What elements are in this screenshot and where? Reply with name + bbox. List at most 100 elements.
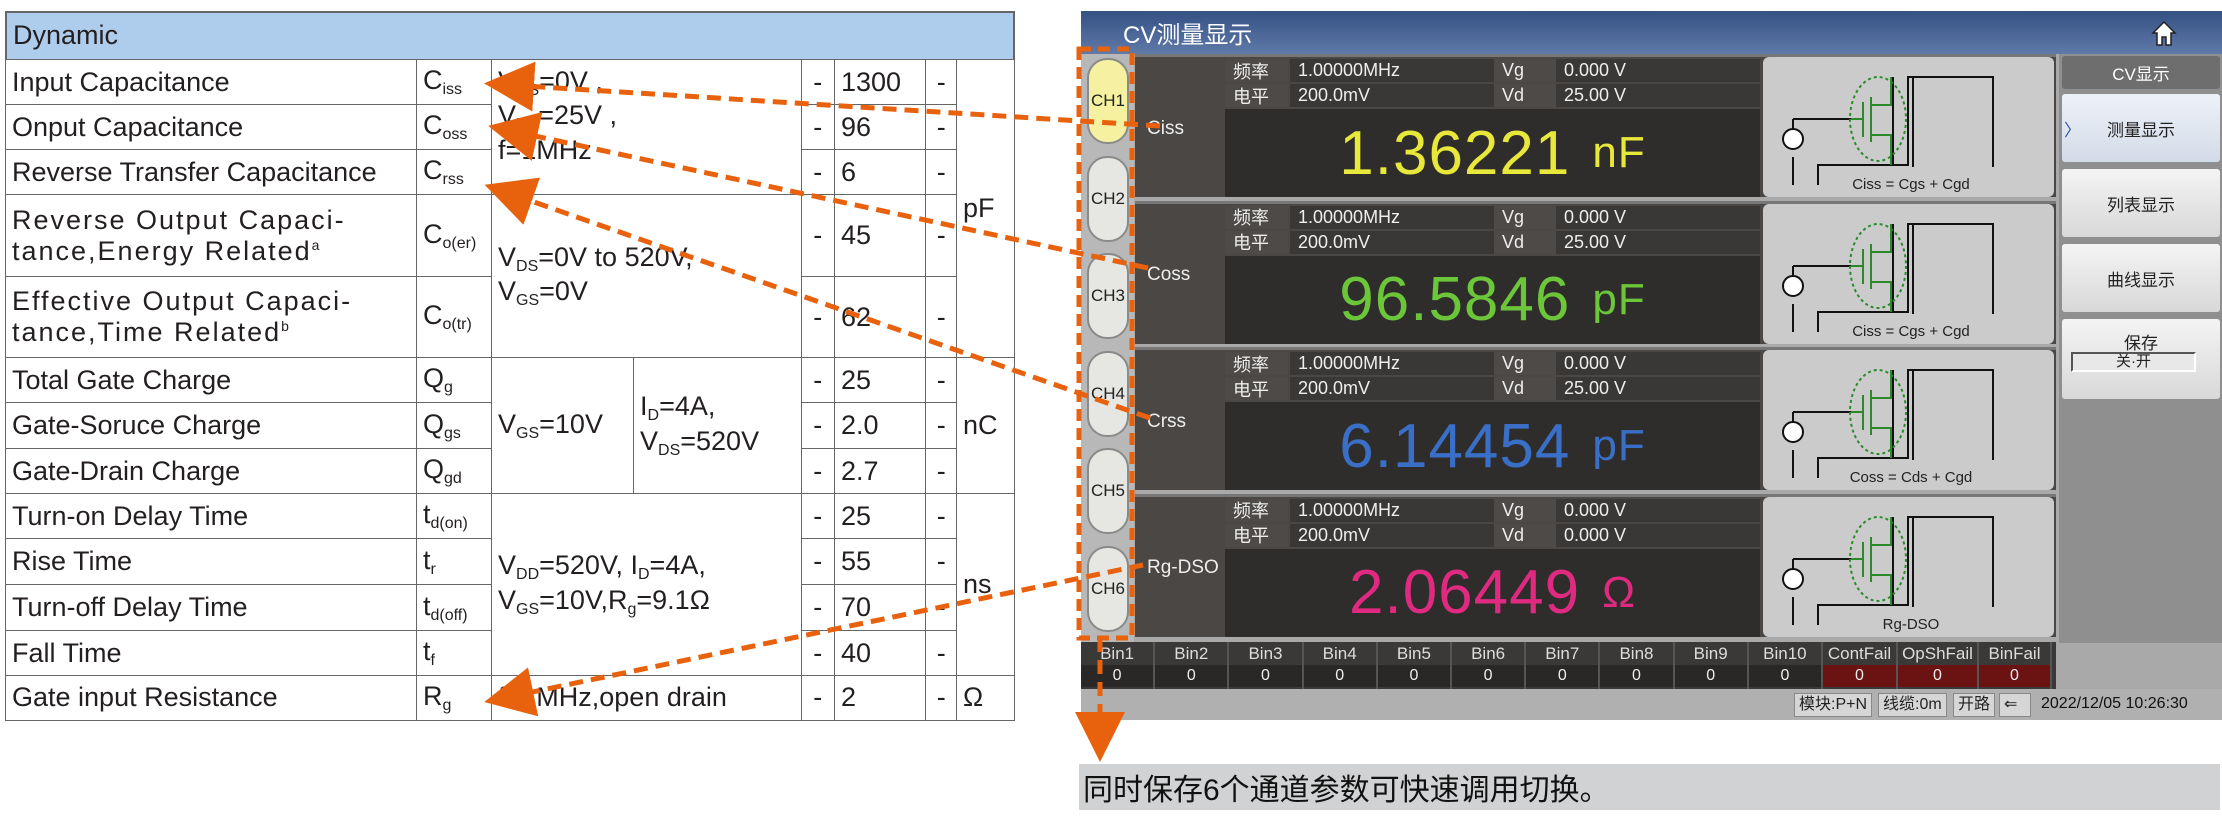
measurement-value: 6.14454 pF xyxy=(1225,402,1760,490)
value-number: 96.5846 xyxy=(1339,265,1571,334)
measurement-row: Coss 频率 1.00000MHz Vg 0.000 V 电平 200.0mV… xyxy=(1135,200,2056,344)
param-typ: 96 xyxy=(834,104,927,151)
channel-button-ch3[interactable]: CH3 xyxy=(1087,253,1129,339)
param-symbol: Rg xyxy=(416,675,493,721)
channel-column: CH1 CH2 CH3 CH4 CH5 CH6 xyxy=(1081,54,1134,643)
param-name: Onput Capacitance xyxy=(5,104,418,151)
value-number: 6.14454 xyxy=(1339,411,1571,481)
circuit-diagram: Rg-DSO xyxy=(1782,515,1994,633)
param-min: - xyxy=(800,630,836,677)
param-typ: 6 xyxy=(834,149,927,196)
bin-count: 0 xyxy=(1979,665,2050,687)
sidebar-button[interactable]: 〉 测量显示 xyxy=(2062,94,2220,162)
bin-name: Bin2 xyxy=(1174,644,1209,663)
bin-name: Bin1 xyxy=(1100,644,1135,663)
channel-button-ch1[interactable]: CH1 xyxy=(1087,58,1129,144)
param-max: - xyxy=(925,584,958,632)
circuit-panel: Coss = Cds + Cgd xyxy=(1763,350,2054,490)
param-max: - xyxy=(925,448,958,495)
circuit-diagram: Coss = Cds + Cgd xyxy=(1782,369,1994,486)
param-max: - xyxy=(925,675,958,721)
vd-label: Vd xyxy=(1494,230,1556,254)
bin-count: 0 xyxy=(1823,665,1896,687)
param-min: - xyxy=(800,149,836,196)
param-min: - xyxy=(800,276,836,359)
bin-name: Bin8 xyxy=(1619,644,1654,663)
channel-button-ch6[interactable]: CH6 xyxy=(1087,545,1129,632)
param-typ: 70 xyxy=(834,584,927,632)
bin-count: 0 xyxy=(1600,665,1673,687)
bin-bin7: Bin7 0 xyxy=(1526,642,1601,689)
unit-pf: pF xyxy=(956,59,1015,359)
bin-count: 0 xyxy=(1229,665,1302,687)
param-min: - xyxy=(800,584,836,632)
param-typ: 2 xyxy=(834,675,927,721)
param-min: - xyxy=(800,493,836,540)
param-label: Coss xyxy=(1147,264,1191,285)
param-symbol: td(on) xyxy=(416,493,493,540)
freq-value: 1.00000MHz xyxy=(1290,59,1494,82)
param-max: - xyxy=(925,194,958,278)
vg-label: Vg xyxy=(1494,59,1556,82)
param-label: Ciss xyxy=(1147,117,1184,139)
bin-count: 0 xyxy=(1081,665,1154,687)
bin-count: 0 xyxy=(1674,665,1747,687)
param-name: Gate-Drain Charge xyxy=(5,448,418,495)
bin-count: 0 xyxy=(1155,665,1228,687)
circuit-panel: Ciss = Cgs + Cgd xyxy=(1763,57,2054,197)
param-name: Reverse Output Capaci-tance,Energy Relat… xyxy=(5,194,418,278)
param-name: Input Capacitance xyxy=(5,59,418,106)
channel-button-ch4[interactable]: CH4 xyxy=(1087,350,1129,437)
screen-title: CV测量显示 xyxy=(1123,22,1253,49)
param-symbol: tr xyxy=(416,538,493,586)
param-max: - xyxy=(925,402,958,450)
sidebar-button[interactable]: 曲线显示 xyxy=(2062,244,2220,312)
vd-value: 0.000 V xyxy=(1556,523,1760,547)
sidebar-button-label: 曲线显示 xyxy=(2107,270,2175,290)
circuit-formula: Ciss = Cgs + Cgd xyxy=(1852,176,1970,193)
bin-count: 0 xyxy=(1898,665,1977,687)
freq-value: 1.00000MHz xyxy=(1290,205,1494,229)
channel-button-ch5[interactable]: CH5 xyxy=(1087,448,1129,534)
bin-bin6: Bin6 0 xyxy=(1452,642,1527,689)
param-min: - xyxy=(800,59,836,106)
param-min: - xyxy=(800,675,836,721)
vg-value: 0.000 V xyxy=(1556,352,1760,375)
condition-charge: ID=4A, VDS=520V xyxy=(633,357,802,495)
freq-value: 1.00000MHz xyxy=(1290,352,1494,375)
sidebar-button[interactable]: 列表显示 xyxy=(2062,169,2220,237)
datetime: 2022/12/05 10:26:30 xyxy=(2041,695,2188,712)
bin-bin10: Bin10 0 xyxy=(1748,642,1823,689)
circuit-panel: Rg-DSO xyxy=(1763,496,2054,637)
param-typ: 2.0 xyxy=(834,402,927,450)
bin-count: 0 xyxy=(1377,665,1450,687)
vd-value: 25.00 V xyxy=(1556,377,1760,400)
param-name: Gate input Resistance xyxy=(5,675,418,721)
param-symbol: Qgs xyxy=(416,402,493,450)
home-icon[interactable] xyxy=(2150,19,2178,47)
unit-ns: ns xyxy=(956,493,1015,677)
measurement-value: 1.36221 nF xyxy=(1225,109,1760,197)
param-typ: 45 xyxy=(834,194,927,278)
condition-output-capacitance: VDS=0V to 520V, VGS=0V xyxy=(491,194,802,359)
bin-name: Bin7 xyxy=(1545,644,1580,663)
param-max: - xyxy=(925,538,958,586)
bin-bin8: Bin8 0 xyxy=(1600,642,1675,689)
param-min: - xyxy=(800,104,836,151)
param-min: - xyxy=(800,538,836,586)
save-toggle[interactable]: 关·开 xyxy=(2071,352,2196,372)
bin-bin9: Bin9 0 xyxy=(1674,642,1749,689)
channel-button-ch2[interactable]: CH2 xyxy=(1087,155,1129,242)
param-typ: 40 xyxy=(834,630,927,677)
sidebar-button-label: 列表显示 xyxy=(2107,195,2175,215)
level-value: 200.0mV xyxy=(1290,523,1494,547)
bin-bin2: Bin2 0 xyxy=(1155,642,1230,689)
param-name: Total Gate Charge xyxy=(5,357,418,404)
caption: 同时保存6个通道参数可快速调用切换。 xyxy=(1079,764,2220,810)
measurement-row: Rg-DSO 频率 1.00000MHz Vg 0.000 V 电平 200.0… xyxy=(1135,493,2056,637)
measurement-row: Crss 频率 1.00000MHz Vg 0.000 V 电平 200.0mV… xyxy=(1135,347,2056,490)
param-symbol: Crss xyxy=(416,149,493,196)
bin-count: 0 xyxy=(1303,665,1376,687)
vd-value: 25.00 V xyxy=(1556,230,1760,254)
param-name: Rise Time xyxy=(5,538,418,586)
